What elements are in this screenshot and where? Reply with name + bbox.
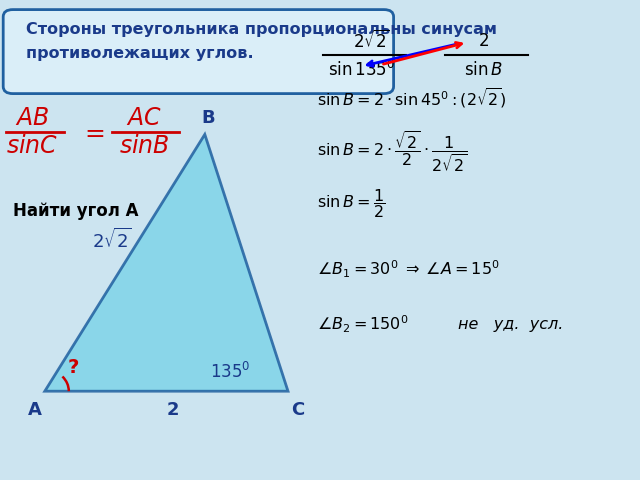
- Text: не   уд.  усл.: не уд. усл.: [458, 316, 563, 332]
- Polygon shape: [45, 134, 288, 391]
- Text: $2$: $2$: [477, 32, 489, 50]
- Text: $\angle B_1 = 30^0 \;\Rightarrow\; \angle A = 15^0$: $\angle B_1 = 30^0 \;\Rightarrow\; \angl…: [317, 258, 499, 279]
- Text: $\mathit{sinC}$: $\mathit{sinC}$: [6, 134, 58, 158]
- Text: $2\sqrt{2}$: $2\sqrt{2}$: [353, 30, 390, 52]
- Text: $\sin B = 2 \cdot \dfrac{\sqrt{2}}{2} \cdot \dfrac{1}{2\sqrt{2}}$: $\sin B = 2 \cdot \dfrac{\sqrt{2}}{2} \c…: [317, 129, 467, 174]
- FancyBboxPatch shape: [3, 10, 394, 94]
- Text: $\mathit{AB}$: $\mathit{AB}$: [15, 106, 49, 130]
- Text: $\sin 135^0$: $\sin 135^0$: [328, 60, 395, 80]
- Text: $\sin B = \dfrac{1}{2}$: $\sin B = \dfrac{1}{2}$: [317, 188, 385, 220]
- Text: B: B: [201, 108, 215, 127]
- Text: $\mathit{sinB}$: $\mathit{sinB}$: [118, 134, 170, 158]
- Text: $2\sqrt{2}$: $2\sqrt{2}$: [92, 228, 132, 252]
- Text: A: A: [28, 401, 42, 420]
- Text: 2: 2: [166, 401, 179, 420]
- Text: $=$: $=$: [80, 120, 106, 144]
- Text: $\sin B = 2 \cdot \sin 45^0 : (2\sqrt{2})$: $\sin B = 2 \cdot \sin 45^0 : (2\sqrt{2}…: [317, 86, 507, 110]
- Text: $\sin B$: $\sin B$: [464, 60, 502, 79]
- Text: $\angle B_2 = 150^0$: $\angle B_2 = 150^0$: [317, 313, 408, 335]
- Text: C: C: [291, 401, 304, 420]
- Text: ?: ?: [68, 358, 79, 377]
- Text: $\mathit{AC}$: $\mathit{AC}$: [126, 106, 162, 130]
- Text: Стороны треугольника пропорциональны синусам: Стороны треугольника пропорциональны син…: [26, 22, 497, 36]
- Text: $135^0$: $135^0$: [210, 362, 251, 382]
- Text: Найти угол А: Найти угол А: [13, 202, 138, 220]
- Text: противолежащих углов.: противолежащих углов.: [26, 46, 253, 60]
